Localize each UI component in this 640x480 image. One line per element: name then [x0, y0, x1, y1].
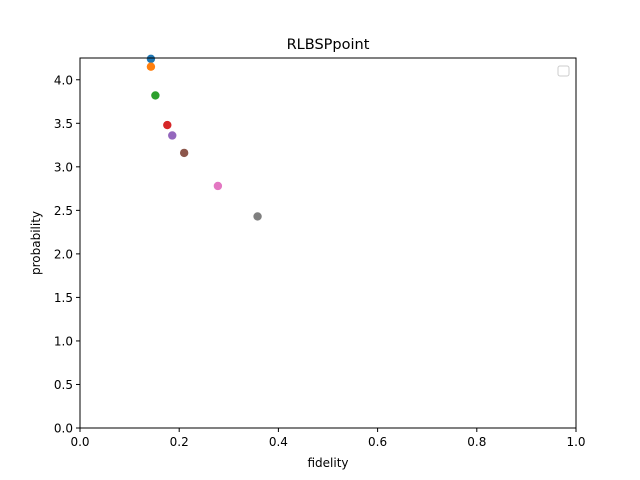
x-tick-label: 0.4 — [269, 435, 288, 449]
data-points — [146, 54, 262, 221]
x-tick-label: 0.8 — [467, 435, 486, 449]
y-tick-label: 3.5 — [54, 117, 73, 131]
y-tick-label: 3.0 — [54, 160, 73, 174]
chart-title: RLBSPpoint — [287, 37, 370, 53]
data-point — [179, 148, 189, 158]
data-point — [213, 181, 223, 191]
y-tick-label: 4.0 — [54, 73, 73, 87]
y-tick-label: 0.0 — [54, 422, 73, 436]
y-tick-label: 1.5 — [54, 291, 73, 305]
data-point — [146, 62, 156, 71]
y-tick-label: 2.0 — [54, 247, 73, 261]
x-tick-label: 0.2 — [170, 435, 189, 449]
legend-box — [557, 65, 570, 77]
data-point — [253, 212, 262, 221]
y-tick-label: 1.0 — [54, 334, 73, 348]
x-tick-label: 1.0 — [566, 435, 585, 449]
y-tick-label: 0.5 — [54, 378, 73, 392]
y-axis-ticks: 0.0 0.5 1.0 1.5 2.0 2.5 3.0 3.5 4.0 — [54, 73, 80, 436]
x-axis-label: fidelity — [307, 456, 348, 470]
data-point — [168, 131, 177, 140]
x-tick-label: 0.6 — [368, 435, 387, 449]
data-point — [163, 120, 172, 130]
x-axis-ticks: 0.0 0.2 0.4 0.6 0.8 1.0 — [70, 428, 586, 449]
y-axis-label: probability — [29, 211, 43, 275]
plot-frame — [79, 57, 577, 429]
data-point — [146, 54, 156, 64]
y-tick-label: 2.5 — [54, 204, 73, 218]
data-point — [151, 91, 160, 100]
x-tick-label: 0.0 — [70, 435, 89, 449]
